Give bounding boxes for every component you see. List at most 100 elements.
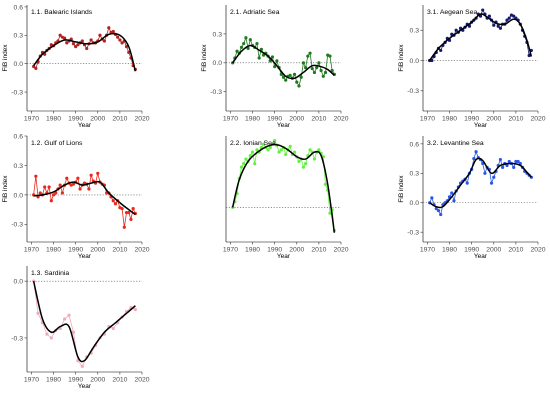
y-axis-label: FiB index [2,175,9,203]
x-tick-label: 2000 [90,377,105,384]
data-point [501,165,505,170]
data-point [107,26,111,30]
x-tick-label: 2000 [289,247,304,254]
data-point [76,43,80,47]
data-point [127,50,131,54]
data-point [120,207,124,211]
data-point [317,61,321,65]
x-tick-label: 1970 [24,377,39,384]
data-point [323,70,328,75]
y-tick-label: 0.3 [410,28,420,35]
y-tick-label: 0.0 [213,60,223,67]
data-point [312,157,317,161]
data-point [284,78,288,82]
data-point [301,165,306,169]
data-point [279,148,283,152]
data-point [131,207,135,211]
y-axis-label: FiB index [398,44,405,72]
data-point [321,74,325,78]
chart-panel-7: 1970 1980 1990 2000 2010 2020 0.6 0.3 0.0 -0.3 3.2… [398,136,546,260]
x-axis-label: Year [277,122,291,129]
data-point [323,182,328,186]
data-point [467,24,472,28]
data-point [474,150,478,154]
data-point [270,55,275,59]
x-tick-label: 1970 [420,116,435,123]
data-point [472,156,476,161]
x-tick-label: 2010 [112,247,127,254]
data-point [51,193,56,197]
x-tick-label: 1980 [245,247,260,254]
series-line [33,281,136,368]
data-point [295,80,299,84]
data-point [96,171,100,175]
data-point [242,162,246,166]
x-tick-label: 1980 [442,247,457,254]
data-point [239,45,244,50]
y-tick-label: 0.0 [14,279,24,286]
data-point [65,176,69,180]
data-point [512,14,516,18]
chart-title: 1.1. Balearic Islands [31,9,93,16]
data-point [89,38,93,42]
data-point [319,68,323,73]
data-point [516,159,520,164]
data-point [71,330,76,334]
data-point [297,84,301,88]
smooth-trend-line [429,13,533,61]
x-tick-label: 2000 [90,247,105,254]
data-point [87,187,91,191]
x-tick-label: 1970 [24,116,39,123]
data-point [253,162,257,166]
data-point [273,139,277,143]
chart-panel-2: 1970 1980 1990 2000 2010 2020 0.6 0.3 0.0 -0.3 1.2… [2,133,150,260]
x-tick-label: 1990 [267,247,282,254]
data-point [481,8,485,12]
data-point [304,162,308,166]
y-tick-label: 0.0 [410,58,420,65]
data-point [122,225,126,229]
data-point [288,73,292,77]
data-point [71,42,76,46]
data-point [71,182,76,186]
data-point [288,144,292,148]
data-point [514,159,518,164]
data-point [62,317,67,321]
y-tick-label: -0.3 [11,222,23,229]
chart-title: 3.2. Levantine Sea [427,140,484,147]
x-tick-label: 2020 [530,247,545,254]
x-tick-label: 2020 [134,116,149,123]
data-point [330,68,334,73]
data-point [85,46,89,51]
x-tick-label: 1970 [223,247,238,254]
data-point [43,185,47,189]
x-tick-label: 1970 [420,247,435,254]
chart-panel-6: 1970 1980 1990 2000 2010 2020 0.3 0.0 -0.3 3.1. A… [398,5,546,129]
x-tick-label: 2000 [90,116,105,123]
data-point [76,176,80,180]
data-point [527,53,531,58]
data-point [507,159,511,164]
data-point [259,47,263,51]
data-point [250,150,255,154]
data-point [450,191,454,195]
data-point [89,173,93,177]
data-point [496,24,500,28]
x-axis-label: Year [78,253,92,260]
data-point [505,18,509,22]
x-tick-label: 2020 [134,247,149,254]
data-point [505,163,509,168]
data-point [246,46,250,50]
data-point [248,38,252,42]
chart-panel-3: 1970 1980 1990 2000 2010 2020 0.0 -0.3 1.3. Sard… [11,266,150,390]
data-point [310,67,314,71]
data-point [124,45,129,49]
x-tick-label: 1990 [68,247,83,254]
data-point [299,75,303,79]
data-point [301,61,306,65]
data-point [483,171,487,175]
x-axis-label: Year [78,383,92,390]
x-tick-label: 1990 [68,377,83,384]
data-point [244,36,248,40]
